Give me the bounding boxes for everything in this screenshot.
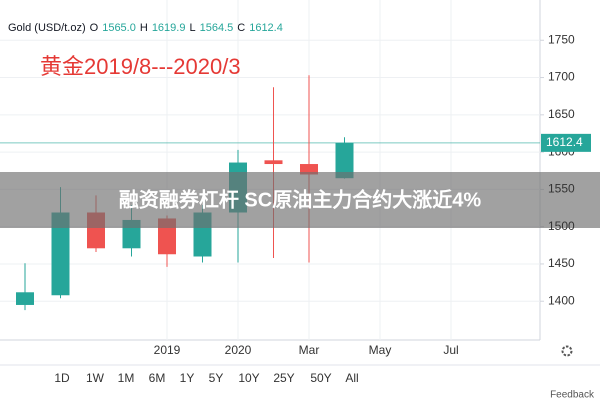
range-buttons: 1D 1W 1M 6M 1Y 5Y 10Y 25Y 50Y All xyxy=(54,371,358,385)
x-tick-label: 2019 xyxy=(154,343,181,357)
candle-body xyxy=(264,160,283,165)
header-h-label: H xyxy=(140,22,148,34)
gear[interactable] xyxy=(561,345,573,357)
header-l-label: L xyxy=(189,22,195,34)
x-tick-label: Mar xyxy=(299,343,320,357)
y-tick-label: 1650 xyxy=(548,107,575,121)
header-c: 1612.4 xyxy=(249,22,283,34)
header-c-label: C xyxy=(237,22,245,34)
y-tick-label: 1750 xyxy=(548,32,575,46)
x-tick-label: 2020 xyxy=(225,343,252,357)
price-tag xyxy=(541,133,591,152)
range-button[interactable]: All xyxy=(345,371,358,385)
range-button[interactable]: 10Y xyxy=(238,371,259,385)
x-tick-label: Jul xyxy=(443,343,458,357)
annotation: 黄金2019/8---2020/3 xyxy=(40,54,241,79)
range-button[interactable]: 1M xyxy=(118,371,135,385)
header-l: 1564.5 xyxy=(200,22,234,34)
header-o-label: O xyxy=(90,22,99,34)
range-button[interactable]: 1W xyxy=(86,371,105,385)
range-button[interactable]: 6M xyxy=(149,371,166,385)
x-tick-label: May xyxy=(369,343,392,357)
range-button[interactable]: 5Y xyxy=(209,371,224,385)
header: Gold (USD/t.oz) O 1565.0 H 1619.9 L 1564.5 C 161… xyxy=(8,22,283,34)
header-symbol: Gold (USD/t.oz) xyxy=(8,22,86,34)
candle-body xyxy=(16,292,34,305)
y-tick-label: 1450 xyxy=(548,256,575,270)
range-button[interactable]: 50Y xyxy=(310,371,331,385)
y-tick-label: 1700 xyxy=(548,70,575,84)
header-h: 1619.9 xyxy=(152,22,186,34)
range-button[interactable]: 25Y xyxy=(273,371,294,385)
y-tick-label: 1500 xyxy=(548,219,575,233)
candle-body xyxy=(335,142,354,179)
banner-bg xyxy=(0,172,600,228)
settings-icon[interactable] xyxy=(561,345,573,357)
header-o: 1565.0 xyxy=(102,22,136,34)
banner: 融资融券杠杆 SC原油主力合约大涨近4% xyxy=(119,187,481,211)
candle-body xyxy=(300,164,318,175)
range-button[interactable]: 1D xyxy=(54,371,70,385)
price-tag-label: 1612.4 xyxy=(546,135,583,149)
feedback[interactable]: Feedback xyxy=(550,390,595,400)
y-tick-label: 1550 xyxy=(548,182,575,196)
range-button[interactable]: 1Y xyxy=(180,371,195,385)
candle-body xyxy=(51,212,70,296)
y-tick-label: 1400 xyxy=(548,293,575,307)
